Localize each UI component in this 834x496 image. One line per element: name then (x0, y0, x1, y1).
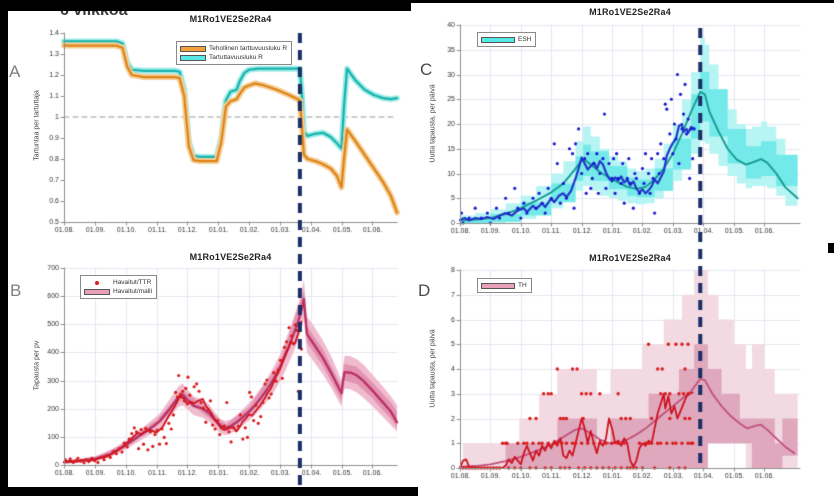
y-axis-label-a: Tartuntaa per tartuttaja (33, 90, 41, 161)
legend-entry: Havaitut/TTR (84, 278, 152, 287)
cyan-band-swatch-icon (180, 54, 206, 61)
cyan-band-swatch-icon (481, 36, 515, 43)
orange-band-swatch-icon (180, 45, 206, 52)
frame-top-line (0, 0, 834, 3)
legend-panel-a: Tehollinen tarttuvuusluku R Tartuttavuus… (176, 41, 293, 65)
pink-band-swatch-icon (84, 288, 110, 295)
y-axis-label-c: Uutta tapausta, per päivä (429, 84, 437, 163)
legend-label: ESH (518, 36, 532, 43)
chart-title-d: M1Ro1VE2Se2Ra4 (589, 253, 671, 263)
legend-entry: Tartuttavuusluku R (180, 53, 287, 62)
frame-right-tick (828, 243, 834, 253)
legend-panel-d: TH (477, 278, 532, 293)
legend-label: TH (518, 282, 527, 289)
legend-panel-c: ESH (477, 32, 537, 47)
legend-entry: Tehollinen tarttuvuusluku R (180, 44, 287, 53)
legend-entry: ESH (481, 35, 531, 44)
chart-title-b: M1Ro1VE2Se2Ra4 (189, 252, 272, 262)
legend-label: Tartuttavuusluku R (209, 54, 263, 61)
chart-title-c: M1Ro1VE2Se2Ra4 (589, 7, 671, 17)
legend-label: Havaitut/malli (113, 288, 153, 295)
panel-label-a: A (9, 62, 21, 81)
pink-band-swatch-icon (481, 282, 515, 289)
frame-bottom-bar (0, 487, 418, 496)
legend-entry: TH (481, 281, 527, 290)
legend-label: Tehollinen tarttuvuusluku R (209, 45, 288, 52)
panel-label-c: C (420, 60, 433, 79)
y-axis-label-b: Tapausta per pv (33, 340, 41, 391)
panel-label-d: D (418, 281, 431, 300)
panel-label-b: B (10, 281, 22, 300)
legend-label: Havaitut/TTR (113, 279, 152, 286)
chart-title-a: M1Ro1VE2Se2Ra4 (189, 14, 272, 24)
y-axis-label-d: Uutta tapausta, per päivä (429, 329, 437, 408)
frame-top-bar (0, 0, 411, 11)
legend-panel-b: Havaitut/TTR Havaitut/malli (80, 275, 158, 299)
frame-left-strip (0, 0, 8, 496)
legend-entry: Havaitut/malli (84, 287, 152, 296)
red-dot-swatch-icon (95, 280, 99, 285)
